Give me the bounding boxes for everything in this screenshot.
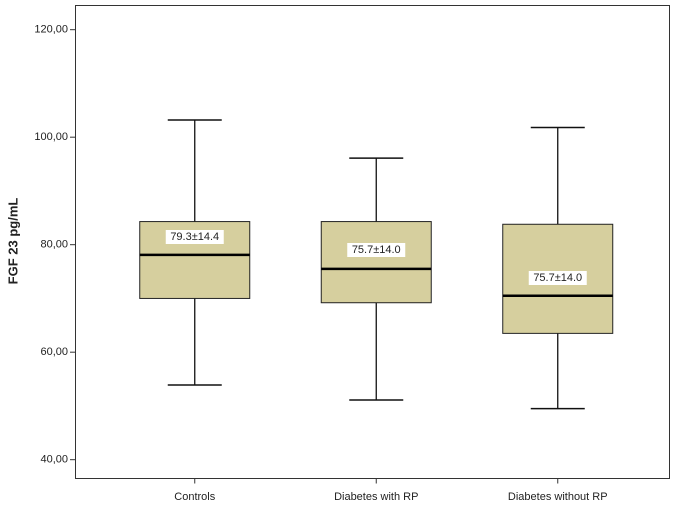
x-tick-label: Diabetes with RP: [334, 491, 418, 503]
annotation-bg: [347, 243, 406, 257]
y-axis-title: FGF 23 pg/mL: [5, 198, 20, 285]
y-tick-label: 80,00: [40, 239, 68, 251]
y-tick-label: 100,00: [34, 131, 68, 143]
y-tick-label: 60,00: [40, 346, 68, 358]
annotation: 75.7±14.0: [533, 272, 582, 284]
annotation-bg: [165, 230, 224, 244]
x-tick-label: Controls: [174, 491, 215, 503]
y-tick-label: 40,00: [40, 454, 68, 466]
annotation: 75.7±14.0: [352, 244, 401, 256]
y-tick-label: 120,00: [34, 24, 68, 36]
box: [320, 221, 432, 304]
x-tick-label: Diabetes without RP: [508, 491, 608, 503]
annotation-bg: [528, 271, 587, 285]
plot-frame: [75, 5, 670, 479]
annotation: 79.3±14.4: [170, 231, 219, 243]
